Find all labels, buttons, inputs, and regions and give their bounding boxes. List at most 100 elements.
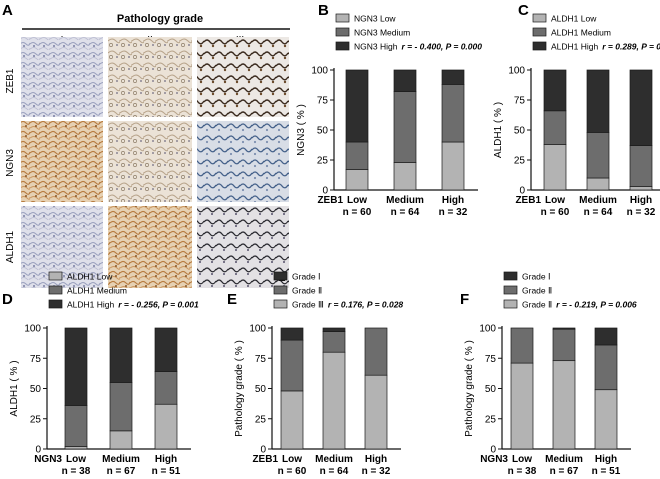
pathology-grade-header: Pathology grade: [117, 13, 203, 25]
legend-swatch-d: [48, 271, 63, 281]
y-tick-label-f: 0: [490, 445, 496, 456]
micrograph-zeb1-grade-2: [108, 37, 192, 117]
y-tick-label-f: 25: [485, 414, 497, 425]
bar-segment-e: [280, 390, 304, 450]
y-tick-label-b: 100: [311, 66, 328, 77]
legend-swatch-c: [532, 13, 547, 23]
n-label-d: n = 67: [107, 466, 136, 477]
y-tick-label-c: 50: [514, 126, 526, 137]
row-label-ngn3: NGN3: [5, 149, 16, 177]
y-tick-label-b: 0: [322, 186, 328, 197]
legend-swatch-f: [503, 285, 518, 295]
bar-segment-e: [280, 339, 304, 392]
category-label-b: Low: [347, 195, 367, 206]
y-tick-label-e: 100: [249, 324, 266, 335]
y-axis-label-e: Pathology grade ( % ): [234, 340, 245, 437]
bar-segment-d: [154, 327, 178, 372]
bar-segment-c: [586, 132, 610, 179]
category-label-d: High: [155, 454, 177, 465]
legend-swatch-d: [48, 285, 63, 295]
panel-a-letter: A: [2, 2, 13, 19]
y-tick-label-b: 75: [317, 96, 329, 107]
bar-segment-b: [441, 84, 465, 143]
legend-swatch-c: [532, 41, 547, 51]
group-label-d: NGN3: [34, 454, 62, 465]
bar-segment-e: [364, 374, 388, 450]
panel-letter-d: D: [2, 291, 13, 308]
bar-segment-c: [586, 177, 610, 191]
bar-segment-b: [393, 162, 417, 191]
bar-segment-d: [64, 446, 88, 450]
y-tick-label-e: 0: [260, 445, 266, 456]
bar-segment-f: [594, 344, 618, 391]
y-tick-label-d: 25: [30, 414, 42, 425]
bar-segment-d: [109, 430, 133, 450]
bar-segment-f: [510, 327, 534, 364]
group-label-f: NGN3: [480, 454, 508, 465]
y-tick-label-c: 0: [519, 186, 525, 197]
legend-label-c: ALDH1 Low: [551, 14, 597, 24]
micrograph-zeb1-grade-3: [197, 37, 289, 117]
group-label-b: ZEB1: [317, 195, 343, 206]
bar-segment-d: [109, 327, 133, 383]
legend-label-d: ALDH1 High: [67, 300, 115, 310]
bar-segment-b: [345, 169, 369, 191]
y-tick-label-c: 25: [514, 156, 526, 167]
category-label-d: Low: [66, 454, 86, 465]
bar-segment-b: [441, 69, 465, 85]
category-label-e: High: [365, 454, 387, 465]
n-label-e: n = 64: [320, 466, 349, 477]
legend-label-e: Grade Ⅰ: [292, 272, 321, 282]
y-tick-label-e: 75: [255, 354, 267, 365]
n-label-f: n = 38: [508, 466, 537, 477]
bar-segment-f: [552, 327, 576, 330]
stat-text-b: r = - 0.400, P = 0.000: [401, 42, 482, 52]
y-tick-label-d: 50: [30, 384, 42, 395]
legend-label-c: ALDH1 Medium: [551, 28, 611, 38]
legend-label-f: Grade Ⅱ: [522, 286, 552, 296]
n-label-b: n = 64: [391, 207, 420, 218]
bar-segment-b: [345, 141, 369, 170]
legend-label-f: Grade Ⅰ: [522, 272, 551, 282]
y-tick-label-c: 75: [514, 96, 526, 107]
bar-segment-f: [552, 360, 576, 450]
bar-segment-e: [322, 331, 346, 353]
row-label-aldh1: ALDH1: [5, 230, 16, 263]
bar-segment-f: [594, 389, 618, 450]
n-label-c: n = 32: [627, 207, 656, 218]
y-tick-label-f: 50: [485, 384, 497, 395]
n-label-b: n = 32: [439, 207, 468, 218]
category-label-c: Medium: [579, 195, 617, 206]
category-label-e: Low: [282, 454, 302, 465]
bar-segment-f: [510, 362, 534, 450]
micrograph-aldh1-grade-2: [108, 206, 192, 288]
legend-swatch-b: [335, 27, 350, 37]
y-axis-label-d: ALDH1 ( % ): [9, 360, 20, 416]
panel-a: A Pathology grade I II III ZEB1 NGN3 ALD…: [2, 2, 290, 288]
legend-swatch-e: [273, 271, 288, 281]
category-label-c: Low: [545, 195, 565, 206]
legend-label-b: NGN3 High: [354, 42, 398, 52]
legend-swatch-f: [503, 299, 518, 309]
legend-swatch-d: [48, 299, 63, 309]
bar-segment-f: [552, 328, 576, 362]
category-label-b: High: [442, 195, 464, 206]
y-tick-label-c: 100: [508, 66, 525, 77]
bar-segment-f: [594, 327, 618, 346]
y-tick-label-b: 25: [317, 156, 329, 167]
legend-label-d: ALDH1 Low: [67, 272, 113, 282]
bar-segment-b: [441, 141, 465, 191]
bar-segment-c: [629, 69, 653, 146]
bar-segment-b: [345, 69, 369, 143]
bar-segment-c: [543, 110, 567, 145]
legend-swatch-b: [335, 13, 350, 23]
category-label-f: Medium: [545, 454, 583, 465]
bar-segment-e: [280, 327, 304, 341]
y-tick-label-d: 100: [24, 324, 41, 335]
bar-segment-e: [364, 327, 388, 376]
category-label-e: Medium: [315, 454, 353, 465]
n-label-c: n = 64: [584, 207, 613, 218]
